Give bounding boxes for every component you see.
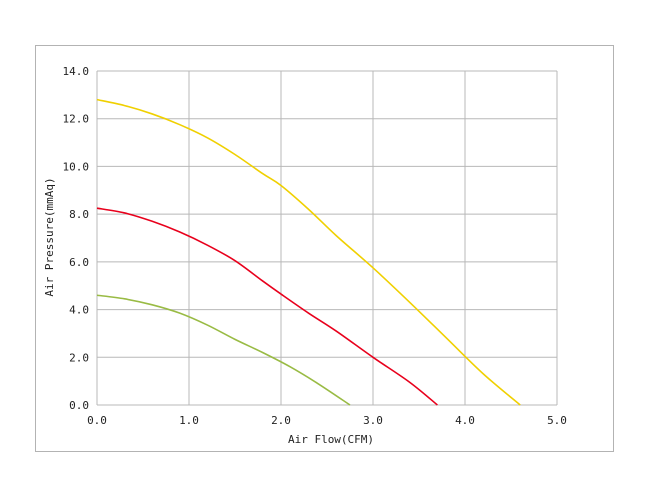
grid <box>96 70 558 406</box>
x-tick-label: 5.0 <box>547 414 567 427</box>
y-tick-label: 6.0 <box>69 256 89 269</box>
y-tick-label: 4.0 <box>69 304 89 317</box>
y-tick-label: 14.0 <box>63 65 90 78</box>
x-tick-label: 0.0 <box>87 414 107 427</box>
x-tick-label: 1.0 <box>179 414 199 427</box>
x-tick-label: 3.0 <box>363 414 383 427</box>
chart-frame <box>35 45 614 452</box>
y-tick-label: 10.0 <box>63 160 90 173</box>
series-lines <box>96 98 521 406</box>
x-tick-label: 4.0 <box>455 414 475 427</box>
y-tick-label: 0.0 <box>69 399 89 412</box>
series-line-2 <box>96 207 438 406</box>
y-axis-label: Air Pressure(mmAq) <box>43 177 56 296</box>
x-tick-label: 2.0 <box>271 414 291 427</box>
series-line-1 <box>96 98 521 406</box>
series-line-3 <box>96 294 351 406</box>
x-axis-label: Air Flow(CFM) <box>288 433 374 446</box>
y-tick-label: 8.0 <box>69 208 89 221</box>
y-tick-label: 12.0 <box>63 113 90 126</box>
y-tick-label: 2.0 <box>69 351 89 364</box>
tick-labels: 0.0 2.0 4.0 6.0 8.0 10.0 12.0 14.0 0.0 1.0 2.0 3.0 4… <box>63 65 567 427</box>
